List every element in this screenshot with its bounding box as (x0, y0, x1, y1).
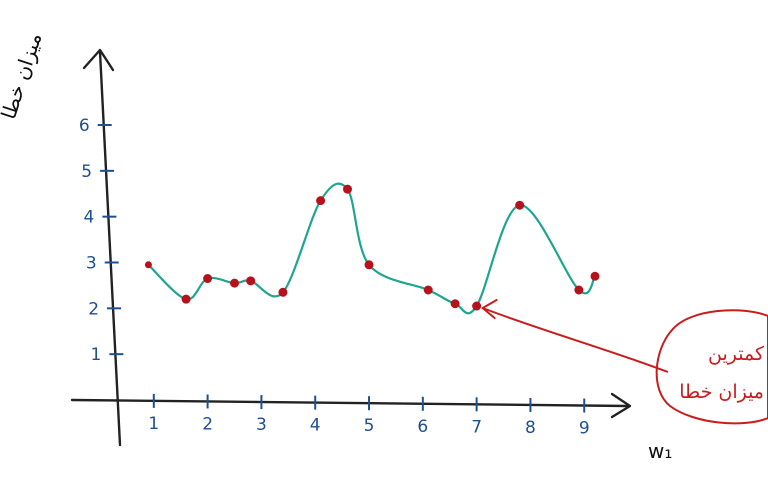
y-tick-label-1: 1 (91, 345, 102, 365)
callout-line-2: میزان خطا (679, 381, 764, 403)
x-tick-label-6: 6 (417, 417, 428, 437)
x-axis (70, 392, 632, 419)
callout-line-1: کمترین (708, 343, 765, 365)
data-point (343, 184, 352, 194)
y-tick-label-3: 3 (86, 254, 97, 274)
data-point (423, 285, 433, 295)
min-error-callout: کمترین میزان خطا (480, 299, 768, 425)
y-tick-label-4: 4 (84, 208, 95, 228)
data-point (230, 278, 240, 288)
y-tick-label-2: 2 (88, 299, 99, 319)
callout-arrow (482, 307, 669, 373)
data-point (574, 285, 584, 295)
x-tick-label-2: 2 (202, 414, 213, 434)
series-line-0 (147, 182, 596, 315)
data-point (246, 276, 256, 286)
data-point (590, 271, 600, 281)
x-tick-label-7: 7 (471, 417, 482, 437)
x-tick-label-1: 1 (148, 414, 159, 434)
data-point (364, 260, 374, 270)
data-point (515, 200, 525, 210)
callout-arrowhead (480, 299, 498, 320)
y-tick-label-6: 6 (79, 116, 90, 136)
x-axis-title: w₁ (648, 439, 672, 463)
y-tick-label-5: 5 (81, 162, 92, 182)
data-point (316, 196, 326, 206)
x-tick-label-8: 8 (525, 418, 536, 438)
data-point (278, 287, 288, 297)
series-layer (144, 182, 600, 315)
data-point (472, 301, 482, 311)
y-ticks: 1 2 3 4 5 6 (79, 116, 124, 365)
x-tick-label-3: 3 (256, 415, 267, 435)
x-tick-label-4: 4 (310, 416, 321, 436)
data-point (144, 261, 152, 269)
data-point (450, 299, 460, 309)
x-ticks: 1 2 3 4 5 6 7 8 9 (148, 393, 590, 439)
data-point (203, 274, 213, 284)
x-tick-label-5: 5 (364, 416, 375, 436)
x-tick-label-9: 9 (579, 419, 590, 439)
callout-bubble (655, 309, 768, 425)
data-point (181, 294, 191, 304)
y-axis (82, 48, 122, 447)
y-axis-title: میزان خطا (0, 30, 47, 122)
